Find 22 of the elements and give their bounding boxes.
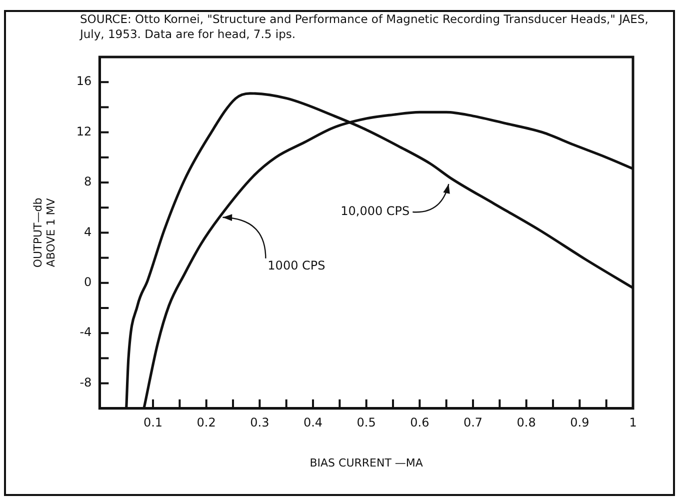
y-axis-title: OUTPUT—db ABOVE 1 MV (31, 198, 58, 268)
x-tick-label: 0.9 (570, 416, 590, 430)
y-tick-label: 4 (84, 224, 92, 239)
x-tick-label: 0.4 (303, 416, 323, 430)
source-note: SOURCE: Otto Kornei, "Structure and Performance of Magnetic Recording Transducer Heads," JAES, July, 1953. Data are for head, 7.5 ips. (80, 12, 650, 42)
x-tick-label: 1 (629, 416, 637, 430)
y-tick-label: 0 (84, 275, 92, 290)
y-tick-label: 16 (76, 74, 92, 88)
y-tick-label: -8 (80, 375, 92, 390)
y-tick-label: -4 (80, 325, 92, 340)
annotation: 10,000 CPS (340, 204, 410, 218)
x-tick-label: 0.3 (250, 416, 270, 430)
annotation: 1000 CPS (268, 258, 326, 273)
x-tick-label: 0.5 (356, 416, 376, 430)
x-axis-title: BIAS CURRENT —MA (310, 456, 424, 470)
x-tick-label: 0.8 (516, 416, 536, 430)
x-tick-label: 0.2 (196, 416, 216, 430)
y-tick-label: 12 (76, 124, 92, 138)
y-tick-label: 8 (84, 174, 92, 189)
x-tick-label: 0.6 (410, 416, 430, 430)
x-tick-label: 0.7 (463, 416, 483, 430)
x-tick-label: 0.1 (143, 416, 163, 430)
